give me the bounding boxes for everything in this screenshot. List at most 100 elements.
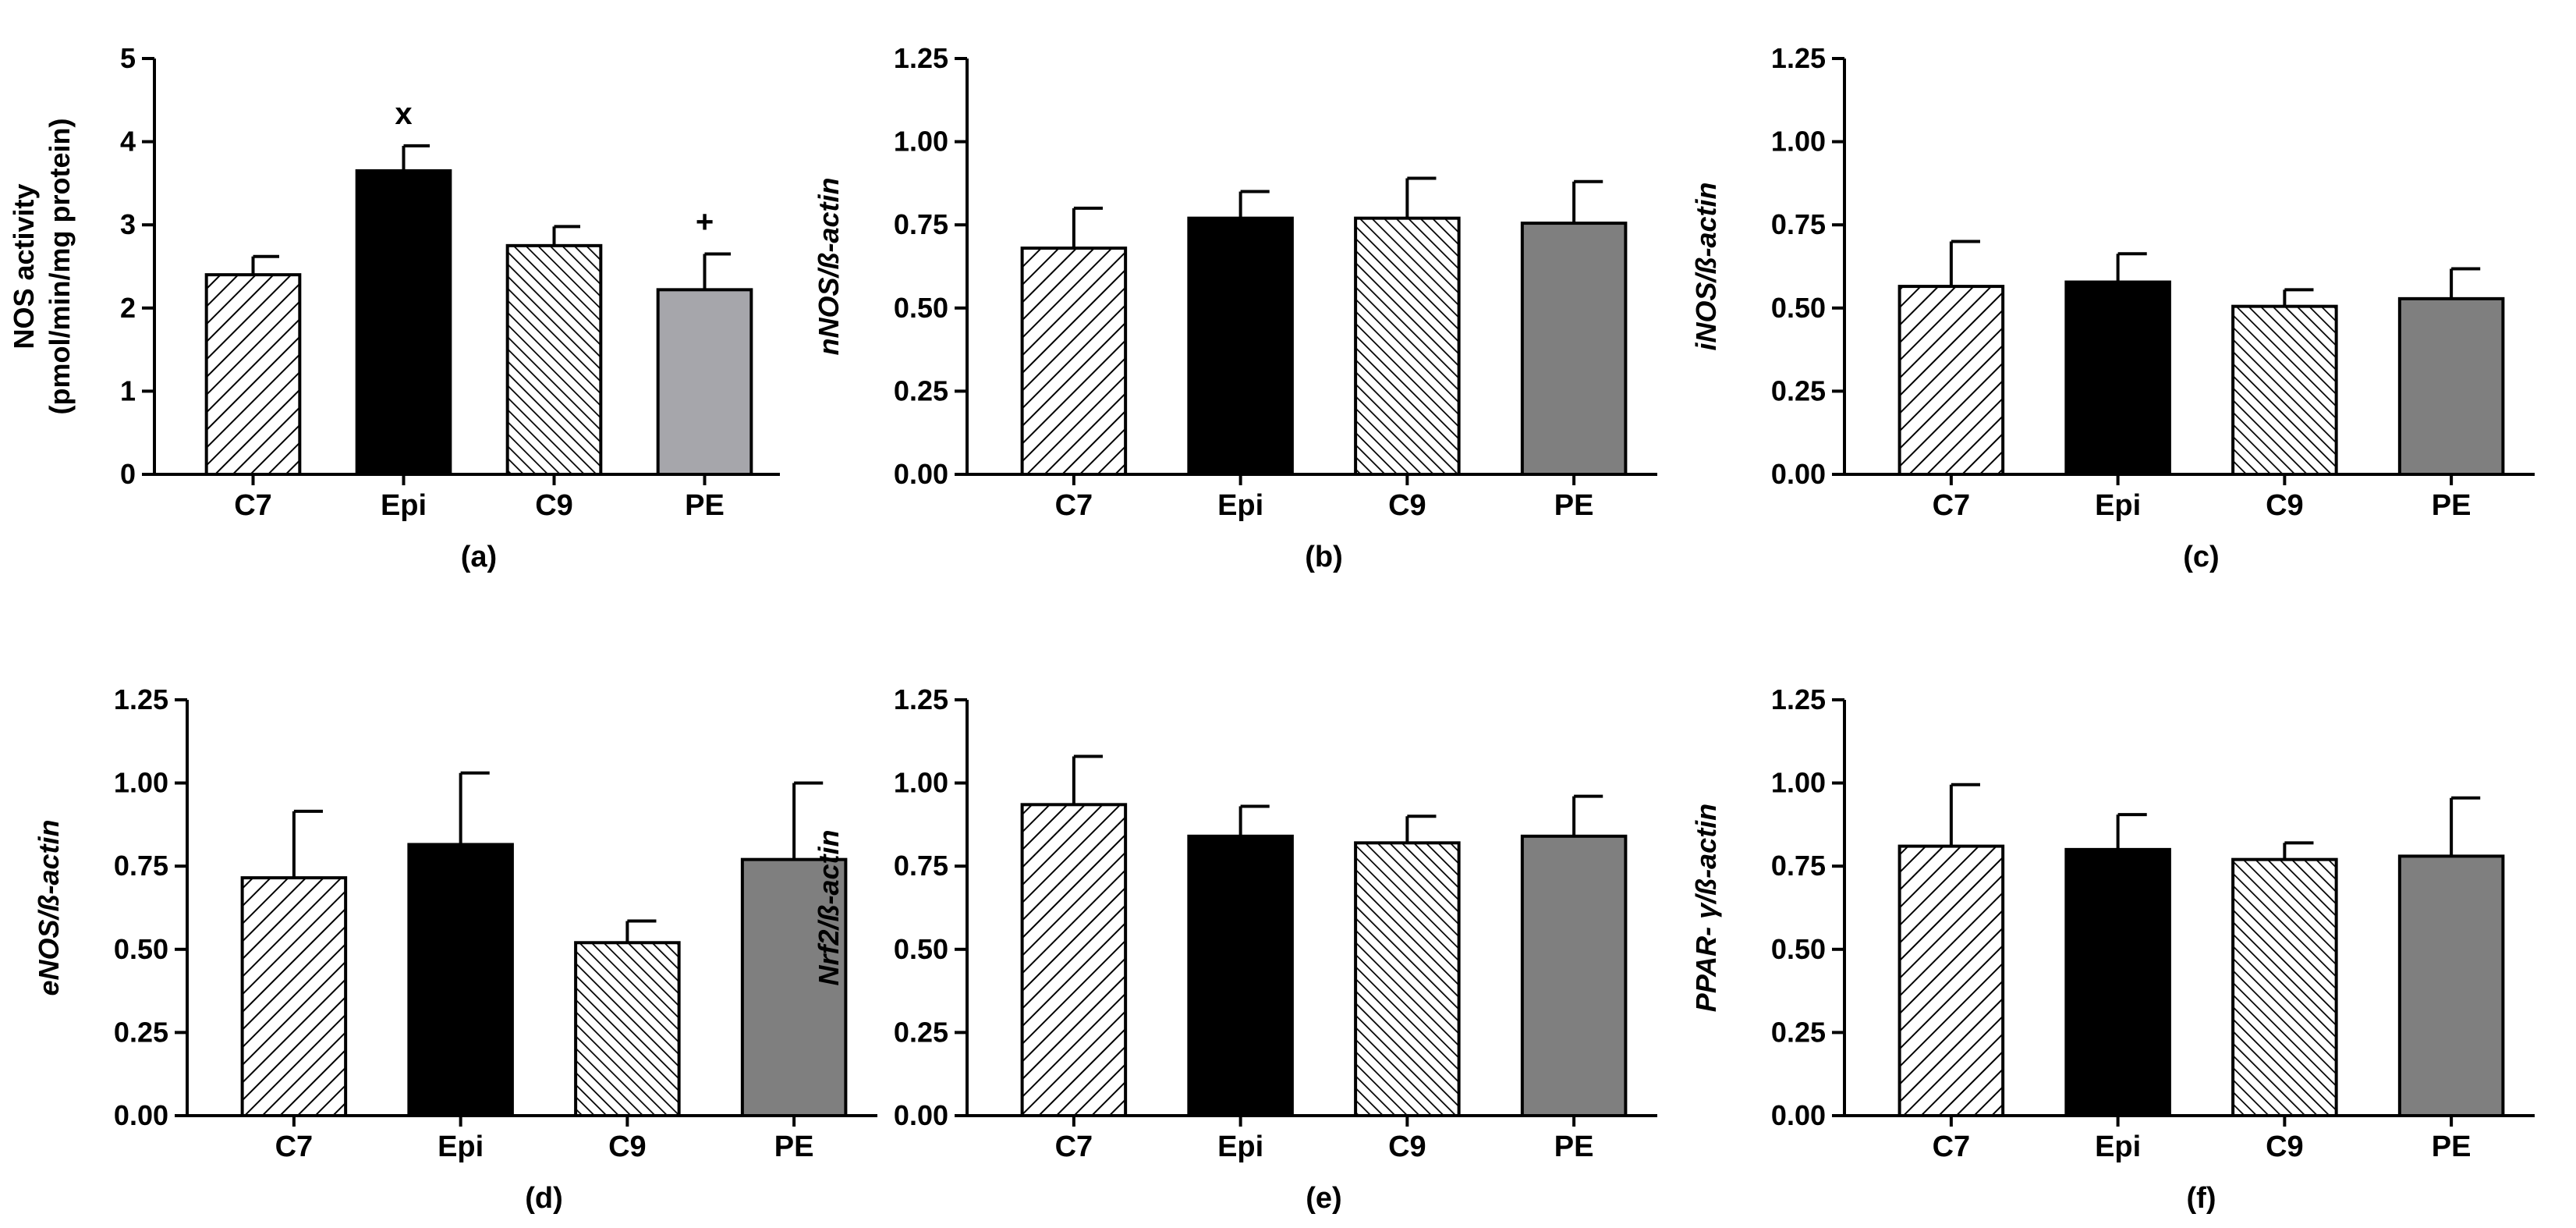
- category-label-c7: C7: [1055, 1130, 1093, 1163]
- bar-c7: [1020, 247, 1128, 476]
- category-label-c7: C7: [275, 1130, 314, 1163]
- significance-mark-pe: +: [696, 205, 714, 240]
- category-label-epi: Epi: [1217, 489, 1263, 522]
- y-tick-label: 1.25: [1771, 683, 1826, 715]
- category-label-epi: Epi: [2095, 489, 2141, 522]
- error-bar-pe: [1572, 179, 1603, 224]
- y-tick-label: 0.25: [1771, 374, 1826, 406]
- y-tick-label: 0.75: [894, 208, 948, 240]
- bar-c7: [1897, 285, 2005, 477]
- bar-c9: [505, 243, 603, 476]
- chart-panel-5: C7 Epi C9 PE 0.00 0.25 0.50 0.75 1.00 1.25 Nrf2/ß-…: [813, 683, 1657, 1215]
- panel-label: (b): [1305, 541, 1343, 573]
- category-label-pe: PE: [1554, 1130, 1594, 1163]
- y-tick-label: 0.75: [1771, 850, 1826, 882]
- panel-label: (f): [2187, 1182, 2216, 1215]
- bar-pe: [2397, 854, 2505, 1117]
- y-tick-label: 4: [120, 126, 136, 158]
- error-bar-epi: [1238, 804, 1270, 836]
- y-axis-label: nNOS/ß-actin: [813, 177, 845, 355]
- error-bar-c9: [2283, 288, 2314, 307]
- category-label-epi: Epi: [2095, 1130, 2141, 1163]
- bar-c7: [204, 273, 302, 476]
- bar-c9: [574, 941, 681, 1117]
- y-tick-label: 0.00: [1771, 1099, 1826, 1131]
- error-bar-pe: [2450, 796, 2481, 857]
- error-bar-pe: [703, 252, 732, 290]
- bar-pe: [2397, 296, 2505, 477]
- error-bar-c7: [1949, 240, 1980, 287]
- y-tick-label: 1.00: [894, 767, 948, 799]
- chart-panel-3: C7 Epi C9 PE 0.00 0.25 0.50 0.75 1.00 1.25 iNOS/ß-…: [1690, 42, 2535, 573]
- category-label-c7: C7: [1055, 489, 1093, 522]
- category-label-pe: PE: [774, 1130, 814, 1163]
- error-bar-c9: [2283, 841, 2314, 860]
- error-bar-epi: [2116, 252, 2147, 282]
- y-tick-label: 5: [120, 42, 136, 74]
- y-tick-label: 0.75: [894, 850, 948, 882]
- y-tick-label: 0.00: [894, 1099, 948, 1131]
- y-tick-label: 2: [120, 292, 136, 324]
- category-label-c7: C7: [234, 489, 272, 522]
- y-axis-label-line-1: NOS activity: [8, 183, 40, 349]
- chart-panel-4: C7 Epi C9 PE 0.00 0.25 0.50 0.75 1.00 1.25 eNOS/ß-…: [33, 683, 877, 1215]
- error-bar-epi: [459, 771, 490, 845]
- bar-pe: [1520, 834, 1628, 1117]
- category-label-c9: C9: [535, 489, 573, 522]
- y-tick-label: 0.50: [1771, 292, 1826, 324]
- panel-label: (c): [2183, 541, 2219, 573]
- y-tick-label: 1.25: [894, 683, 948, 715]
- error-bar-c7: [251, 254, 280, 275]
- y-axis-label: Nrf2/ß-actin: [813, 829, 845, 985]
- category-label-pe: PE: [2432, 1130, 2471, 1163]
- category-label-c9: C9: [1388, 489, 1426, 522]
- significance-mark-epi: x: [395, 97, 412, 131]
- y-tick-label: 0.50: [114, 933, 168, 965]
- y-tick-label: 1: [120, 374, 136, 406]
- category-label-c9: C9: [2266, 489, 2304, 522]
- category-label-pe: PE: [685, 489, 725, 522]
- bar-pe: [1520, 222, 1628, 476]
- error-bar-pe: [1572, 794, 1603, 836]
- y-tick-label: 0.25: [1771, 1016, 1826, 1048]
- y-tick-label: 1.00: [1771, 767, 1826, 799]
- y-tick-label: 0.50: [894, 292, 948, 324]
- category-label-c9: C9: [608, 1130, 647, 1163]
- y-tick-label: 0.75: [1771, 208, 1826, 240]
- category-label-c9: C9: [2266, 1130, 2304, 1163]
- bar-epi: [407, 843, 514, 1117]
- y-tick-label: 0.25: [894, 374, 948, 406]
- error-bar-epi: [2116, 813, 2147, 850]
- error-bar-c9: [1405, 815, 1437, 843]
- y-tick-label: 1.00: [894, 126, 948, 158]
- bar-epi: [1187, 216, 1294, 476]
- y-axis-label: PPAR- γ/ß-actin: [1690, 804, 1722, 1012]
- y-tick-label: 0.25: [894, 1016, 948, 1048]
- y-tick-label: 0.75: [114, 850, 168, 882]
- bar-c7: [1020, 803, 1128, 1118]
- error-bar-c9: [552, 225, 581, 246]
- y-axis-label-line-2: (pmol/min/mg protein): [44, 119, 76, 415]
- error-bar-c7: [1949, 783, 1980, 846]
- y-axis-label: iNOS/ß-actin: [1690, 182, 1722, 350]
- y-tick-label: 0: [120, 458, 136, 490]
- category-label-epi: Epi: [381, 489, 427, 522]
- y-tick-label: 1.25: [1771, 42, 1826, 74]
- bar-epi: [355, 169, 452, 476]
- y-tick-label: 0.00: [894, 458, 948, 490]
- category-label-epi: Epi: [1217, 1130, 1263, 1163]
- y-tick-label: 1.00: [1771, 126, 1826, 158]
- error-bar-pe: [2450, 267, 2481, 299]
- category-label-c9: C9: [1388, 1130, 1426, 1163]
- y-tick-label: 0.50: [1771, 933, 1826, 965]
- bar-c9: [1354, 216, 1461, 476]
- bar-epi: [2064, 847, 2171, 1117]
- chart-panel-6: C7 Epi C9 PE 0.00 0.25 0.50 0.75 1.00 1.25 PPAR- γ…: [1690, 683, 2535, 1215]
- bar-epi: [1187, 834, 1294, 1117]
- panel-label: (e): [1306, 1182, 1341, 1215]
- bar-c9: [2231, 857, 2338, 1117]
- bar-c7: [240, 876, 348, 1118]
- category-label-pe: PE: [1554, 489, 1594, 522]
- panel-label: (d): [525, 1182, 563, 1215]
